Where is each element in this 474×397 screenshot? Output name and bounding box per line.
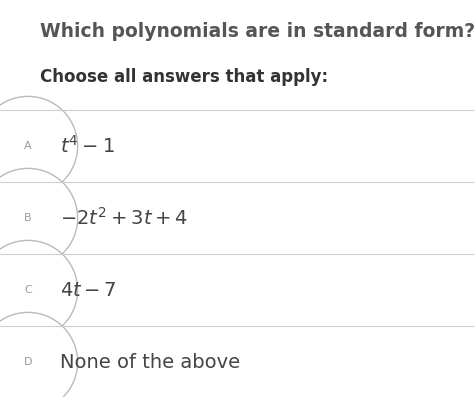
Circle shape (0, 240, 78, 339)
Text: A: A (24, 141, 32, 151)
Text: Which polynomials are in standard form?: Which polynomials are in standard form? (40, 22, 474, 41)
Text: $t^4 - 1$: $t^4 - 1$ (60, 135, 115, 157)
Circle shape (0, 168, 78, 268)
Text: B: B (24, 213, 32, 223)
Text: None of the above: None of the above (60, 353, 240, 372)
Text: $-2t^2 + 3t + 4$: $-2t^2 + 3t + 4$ (60, 207, 188, 229)
Text: Choose all answers that apply:: Choose all answers that apply: (40, 68, 328, 86)
Text: $4t - 7$: $4t - 7$ (60, 281, 117, 299)
Circle shape (0, 96, 78, 196)
Circle shape (0, 312, 78, 397)
Text: C: C (24, 285, 32, 295)
Text: D: D (24, 357, 32, 367)
